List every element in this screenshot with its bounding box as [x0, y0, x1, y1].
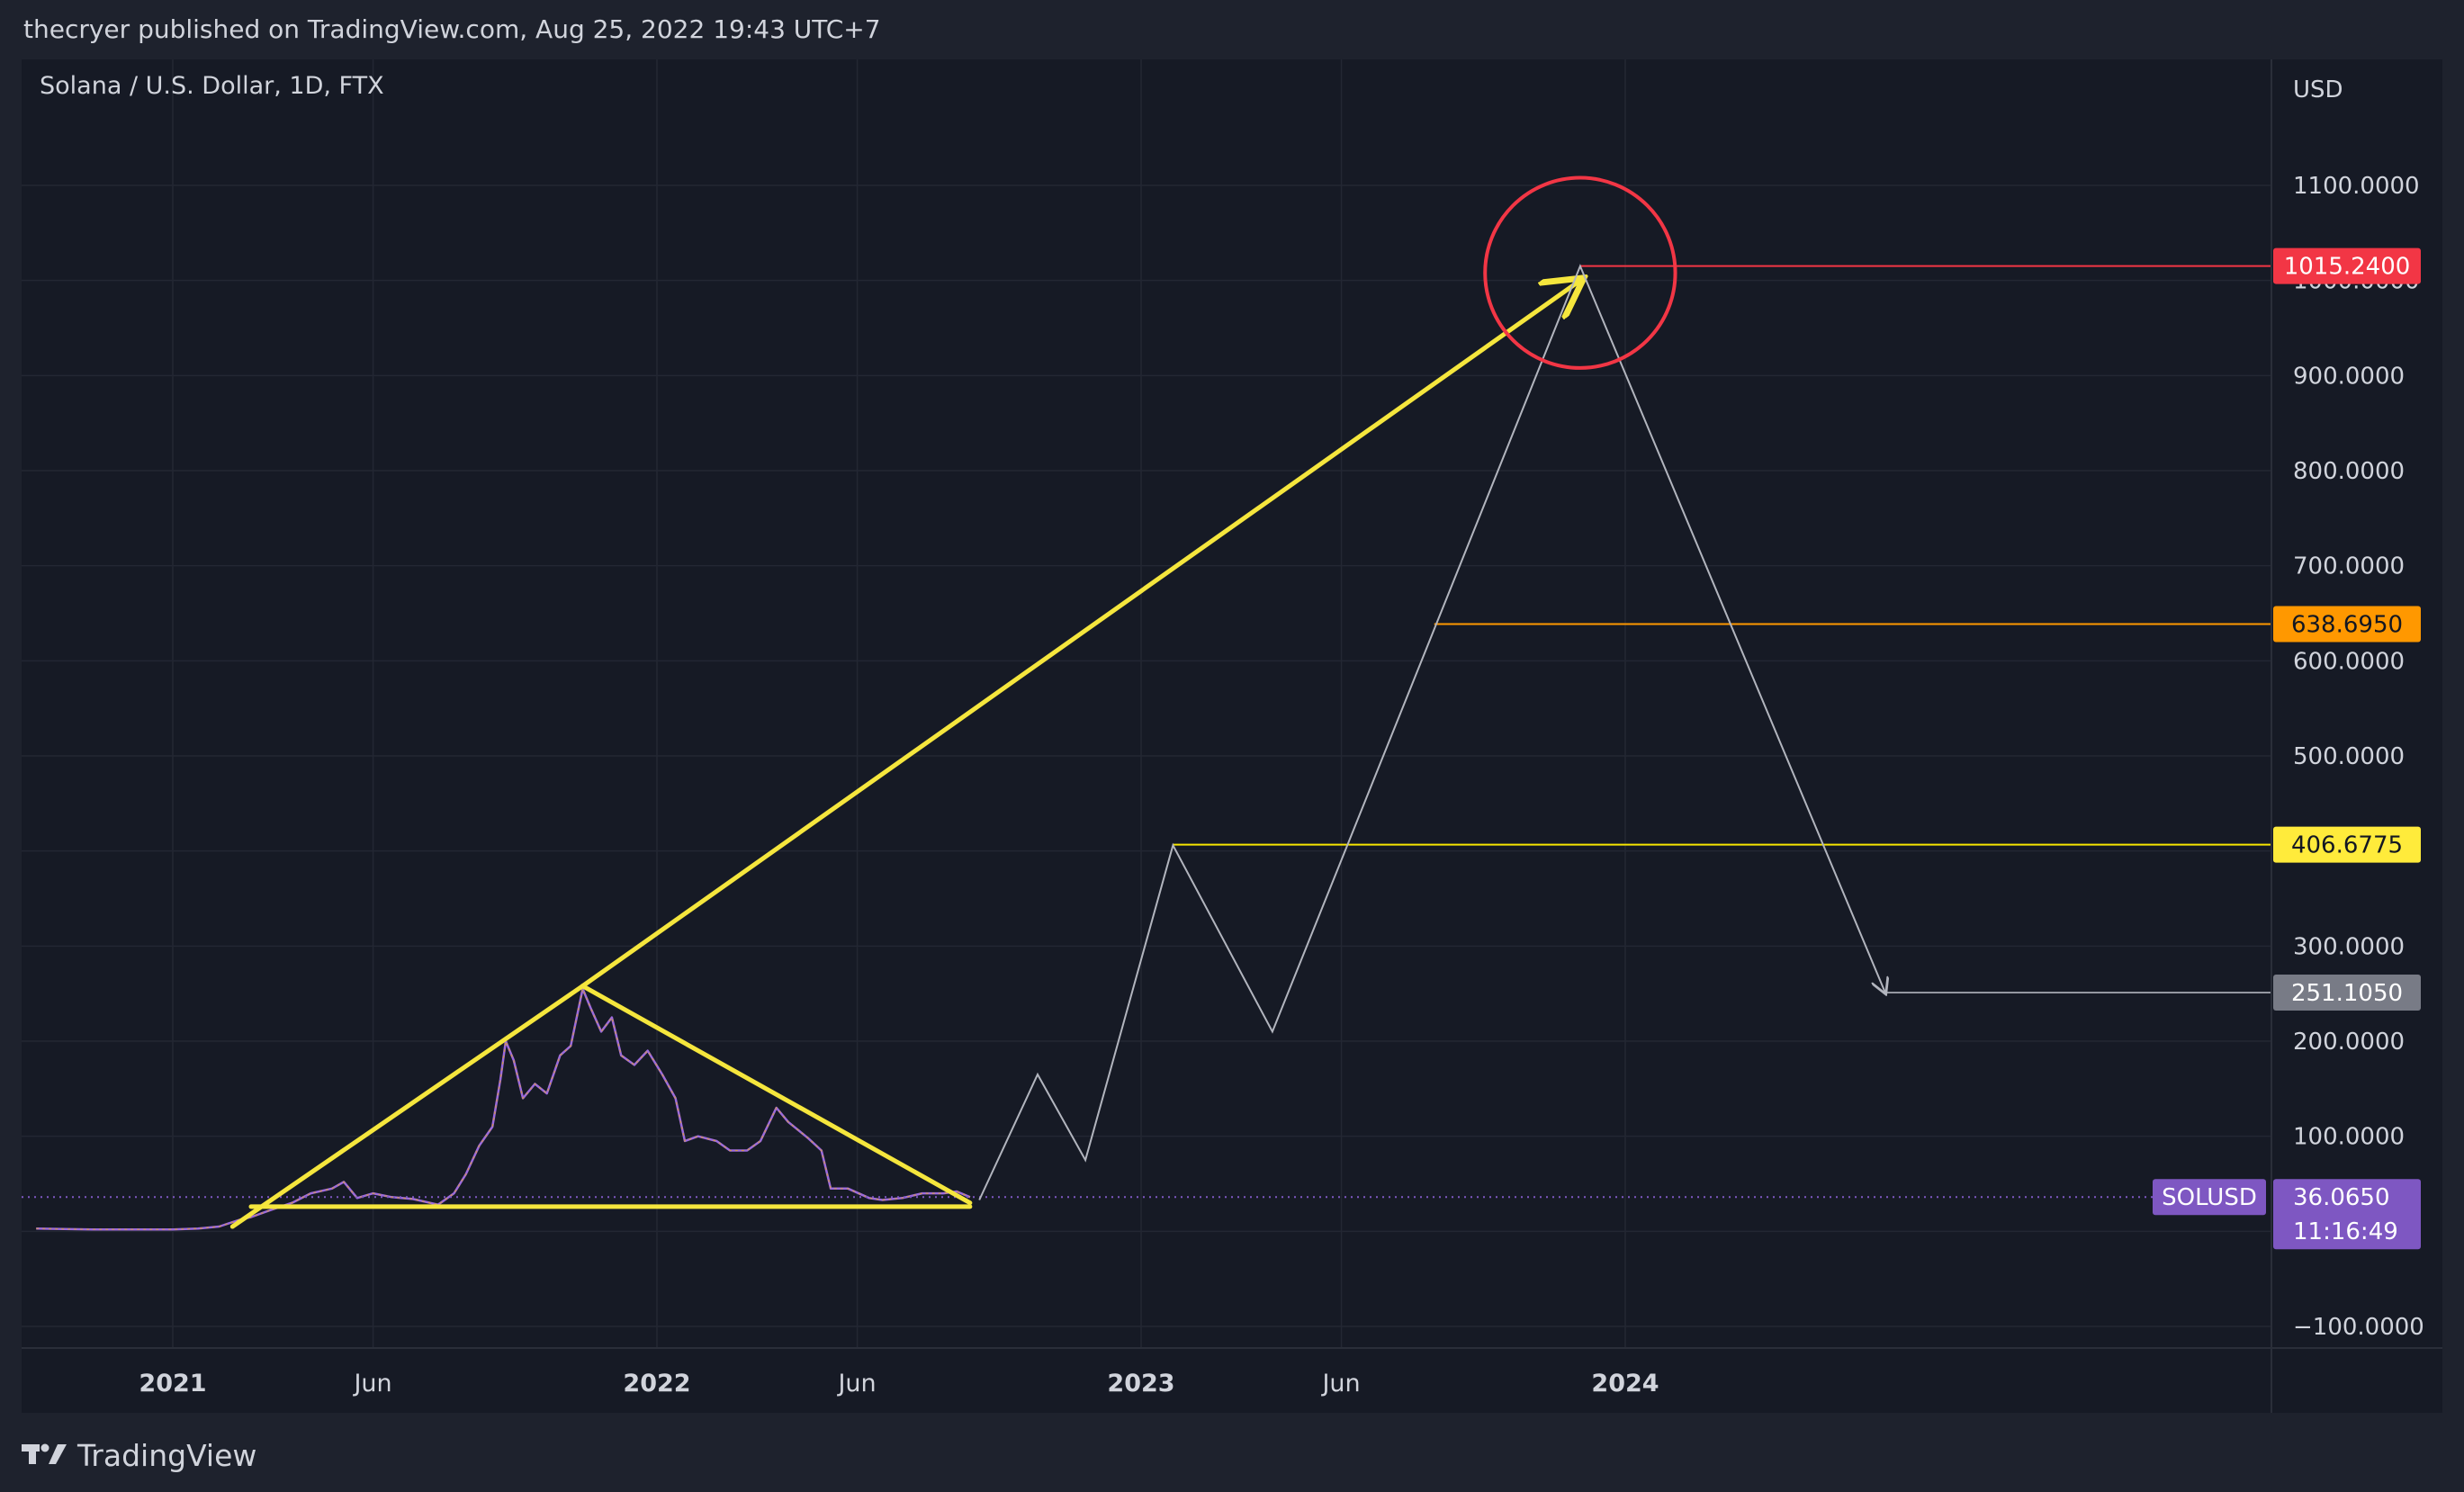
level-price-tag — [2273, 247, 2421, 284]
footer-brand[interactable]: TradingView — [22, 1433, 256, 1478]
level-price-label: 251.1050 — [2291, 980, 2403, 1007]
x-tick-label: Jun — [836, 1370, 876, 1398]
x-tick-label: Jun — [352, 1370, 391, 1398]
x-tick-label: Jun — [1320, 1370, 1360, 1398]
price-series — [36, 986, 971, 1231]
axes: 1100.00001000.0000900.0000800.0000700.00… — [22, 59, 2442, 1413]
chart-title: Solana / U.S. Dollar, 1D, FTX — [40, 72, 384, 100]
y-tick-label: 600.0000 — [2293, 648, 2405, 675]
target-circle — [1483, 175, 1677, 370]
price-line-highlight — [36, 986, 971, 1230]
y-tick-label: −100.0000 — [2293, 1314, 2424, 1341]
y-tick-label: 800.0000 — [2293, 458, 2405, 485]
projection-path — [978, 264, 1885, 1200]
drawings — [22, 175, 2271, 1229]
publish-header: thecryer published on TradingView.com, A… — [23, 14, 881, 44]
y-tick-label: 700.0000 — [2293, 553, 2405, 580]
level-price-tag — [2273, 606, 2421, 643]
y-tick-label: 100.0000 — [2293, 1124, 2405, 1151]
last-price-countdown: 11:16:49 — [2293, 1218, 2398, 1245]
tradingview-logo-icon — [22, 1443, 67, 1464]
y-tick-label: 1100.0000 — [2293, 173, 2420, 200]
triangle-line — [229, 984, 585, 1229]
symbol-label: SOLUSD — [2162, 1184, 2257, 1211]
chart-area[interactable]: 1100.00001000.0000900.0000800.0000700.00… — [22, 59, 2442, 1413]
y-tick-label: 900.0000 — [2293, 363, 2405, 390]
last-price-tag — [2273, 1179, 2421, 1250]
brand-name: TradingView — [77, 1437, 257, 1473]
y-tick-label: 500.0000 — [2293, 743, 2405, 770]
level-price-label: 406.6775 — [2291, 832, 2403, 859]
last-price-value: 36.0650 — [2293, 1184, 2390, 1211]
y-tick-label: 200.0000 — [2293, 1029, 2405, 1056]
x-tick-label: 2022 — [623, 1370, 690, 1398]
x-tick-label: 2021 — [139, 1370, 206, 1398]
triangle-line — [580, 984, 973, 1206]
symbol-tag — [2153, 1179, 2266, 1216]
grid — [22, 59, 2271, 1348]
y-tick-label: 300.0000 — [2293, 933, 2405, 960]
x-tick-label: 2023 — [1107, 1370, 1174, 1398]
level-price-label: 1015.2400 — [2284, 254, 2411, 281]
price-chart[interactable]: 1100.00001000.0000900.0000800.0000700.00… — [22, 59, 2442, 1413]
price-line — [36, 987, 971, 1231]
target-arrow — [580, 281, 1579, 989]
y-axis-unit-label: USD — [2293, 76, 2343, 103]
level-price-label: 638.6950 — [2291, 611, 2403, 638]
level-price-tag — [2273, 974, 2421, 1011]
level-price-tag — [2273, 826, 2421, 863]
x-tick-label: 2024 — [1591, 1370, 1659, 1398]
